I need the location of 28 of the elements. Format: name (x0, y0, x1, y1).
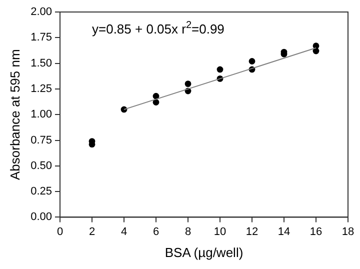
point (184, 80, 192, 88)
y-tick-label: 1.50 (30, 57, 52, 70)
y-axis-title: Absorbance at 595 nm (7, 49, 22, 180)
point (152, 99, 160, 106)
y-tick-label: 1.75 (30, 32, 52, 44)
x-tick-label: 18 (342, 226, 354, 238)
y-tick-label: 0.50 (30, 160, 52, 172)
point (248, 58, 256, 64)
point (152, 92, 160, 100)
x-tick-label: 8 (184, 226, 192, 238)
y-tick-label: 0.00 (30, 211, 52, 224)
y-tick-label: 1.00 (30, 108, 52, 121)
x-tick-label: 2 (88, 226, 96, 238)
x-axis-title: BSA (µg/well) (164, 244, 244, 260)
y-tick-label: 0.75 (30, 134, 52, 146)
y-tick-label: 2.00 (30, 6, 52, 18)
point (216, 66, 224, 73)
x-tick-label: 12 (246, 226, 258, 238)
annotation: y=0.85 + 0.05x r$^{2}$=0.99 (92, 20, 224, 36)
x-tick-label: 0 (56, 226, 64, 238)
x-tick-label: 6 (152, 226, 160, 238)
y-tick-label: 0.25 (30, 186, 52, 198)
point (312, 48, 320, 54)
x-tick-label: 4 (120, 226, 128, 238)
x-tick-label: 16 (310, 226, 322, 238)
y-tick-label: 1.25 (30, 82, 52, 95)
x-tick-label: 10 (214, 226, 226, 238)
x-tick-label: 14 (278, 226, 290, 238)
